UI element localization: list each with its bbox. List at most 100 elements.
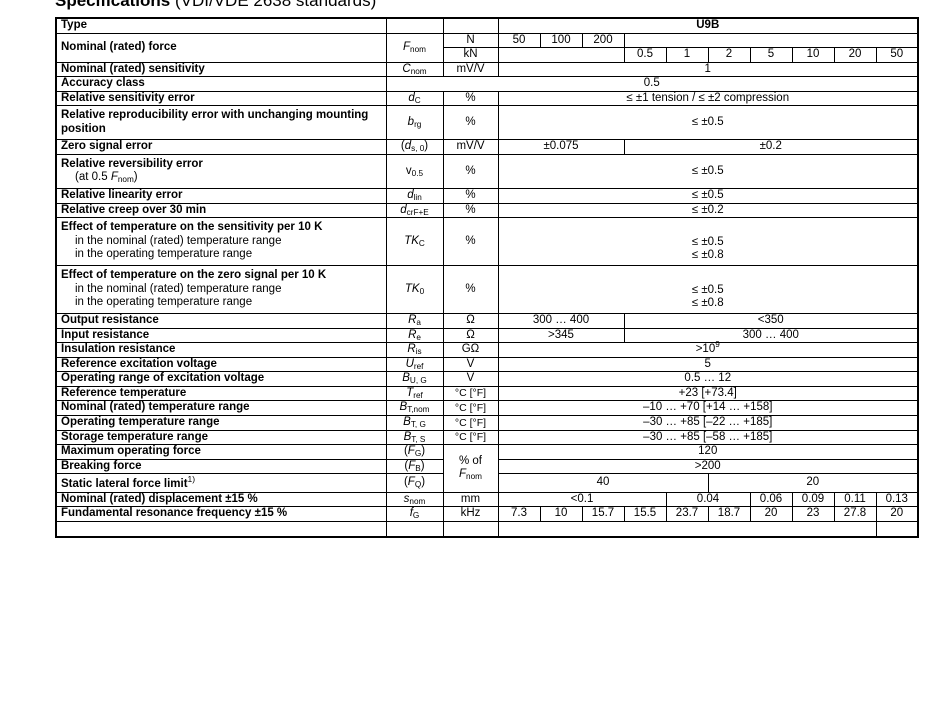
row-unit-percent-6: % — [442, 217, 499, 267]
row-unit-mvv: mV/V — [442, 61, 499, 78]
table-row-maximum-operating-force: Maximum operating force (FG) % of Fnom 1… — [55, 444, 919, 493]
value-reversibility-error: ≤ ±0.5 — [497, 153, 919, 189]
row-label-temp-effect-sensitivity: Effect of temperature on the sensitivity… — [55, 217, 387, 267]
tkc-line1: ≤ ±0.5 — [691, 235, 724, 248]
value-maximum-operating-force: 120 — [497, 444, 919, 460]
row-symbol-ra: Ra — [385, 313, 444, 329]
value-creep: ≤ ±0.2 — [497, 202, 919, 219]
row-symbol-snom: snom — [385, 491, 444, 508]
row-label-insulation-resistance: Insulation resistance — [55, 342, 387, 358]
row-symbol-bug: BU, G — [385, 371, 444, 387]
row-symbol-fnom: Fnom — [385, 32, 444, 63]
value-storage-temperature-range: –30 … +85 [–58 … +185] — [497, 429, 919, 446]
table-row-nominal-force-n: Nominal (rated) force Fnom N 50 100 200 — [55, 32, 919, 63]
value-force-n-empty — [623, 32, 919, 49]
row-symbol-fq: (FQ) — [385, 473, 444, 493]
row-label-resonance-frequency: Fundamental resonance frequency ±15 % — [55, 506, 387, 522]
value-operating-range-excitation: 0.5 … 12 — [497, 371, 919, 387]
row-label-accuracy-class: Accuracy class — [55, 76, 387, 92]
table-row-output-resistance: Output resistance Ra Ω 300 … 400 <350 — [55, 313, 919, 329]
type-unit-cell — [442, 17, 499, 34]
row-unit-khz: kHz — [442, 506, 499, 522]
value-force-kn-5: 20 — [833, 47, 877, 63]
tk0-line2: ≤ ±0.8 — [691, 297, 724, 310]
temp-sensitivity-title: Effect of temperature on the sensitivity… — [61, 221, 323, 234]
table-row-linearity-error: Relative linearity error dlin % ≤ ±0.5 — [55, 187, 919, 204]
table-row-reproducibility-error: Relative reproducibility error with unch… — [55, 105, 919, 141]
value-force-n-0: 50 — [497, 32, 541, 49]
value-force-kn-1: 1 — [665, 47, 709, 63]
value-displacement-5: 0.13 — [875, 491, 919, 508]
table-row-nominal-temperature-range: Nominal (rated) temperature range BT,nom… — [55, 400, 919, 416]
table-row-accuracy-class: Accuracy class 0.5 — [55, 76, 919, 92]
row-symbol-tref: Tref — [385, 385, 444, 402]
page-title: Specifications (VDI/VDE 2638 standards) — [55, 0, 376, 11]
value-frequency-6: 20 — [749, 506, 793, 522]
tkc-line2: ≤ ±0.8 — [691, 249, 724, 262]
value-input-resistance-right: 300 … 400 — [623, 327, 919, 344]
value-force-kn-empty — [497, 47, 625, 63]
footnote-marker: 1) — [187, 474, 196, 485]
table-row-nominal-force-kn: kN 0.5 1 2 5 10 20 50 — [56, 47, 919, 63]
value-displacement-1: 0.04 — [665, 491, 751, 508]
row-label-maximum-operating-force: Maximum operating force — [55, 444, 387, 460]
value-output-resistance-right: <350 — [623, 313, 919, 329]
row-label-input-resistance: Input resistance — [55, 327, 387, 344]
row-symbol-dlin: dlin — [385, 187, 444, 204]
row-label-reference-excitation-voltage: Reference excitation voltage — [55, 356, 387, 373]
table-row-nominal-sensitivity: Nominal (rated) sensitivity Cnom mV/V 1 — [55, 61, 919, 78]
value-reproducibility-error: ≤ ±0.5 — [497, 105, 919, 141]
row-unit-degc-4: °C [°F] — [442, 429, 499, 446]
value-force-kn-6: 50 — [875, 47, 919, 63]
row-symbol-fb: (FB) — [385, 458, 444, 475]
row-unit-mm: mm — [442, 491, 499, 508]
static-lateral-title: Static lateral force limit — [61, 478, 188, 491]
specifications-table-wrapper: Type U9B Nominal (rated) force Fnom N 50… — [55, 17, 920, 539]
value-nominal-sensitivity: 1 — [497, 61, 919, 78]
row-symbol-bts: BT, S — [385, 429, 444, 446]
clipped-value — [497, 520, 877, 538]
table-row-static-lateral-force-limit: Static lateral force limit1) (FQ) 40 20 — [55, 473, 919, 493]
page-title-sub: (VDI/VDE 2638 standards) — [170, 0, 377, 10]
value-zero-signal-right: ±0.2 — [623, 139, 919, 155]
row-symbol-dc: dC — [385, 90, 444, 107]
row-label-nominal-temperature-range: Nominal (rated) temperature range — [55, 400, 387, 416]
value-frequency-4: 23.7 — [665, 506, 709, 522]
row-label-relative-sensitivity-error: Relative sensitivity error — [55, 90, 387, 107]
row-label-output-resistance: Output resistance — [55, 313, 387, 329]
clipped-symbol — [385, 520, 444, 538]
table-row-operating-temperature-range: Operating temperature range BT, G °C [°F… — [55, 415, 919, 431]
row-unit-kn: kN — [442, 47, 499, 63]
row-symbol-brg: brg — [385, 105, 444, 141]
value-frequency-9: 20 — [875, 506, 919, 522]
reversibility-error-condition: (at 0.5 Fnom) — [75, 171, 138, 185]
row-label-reversibility-error: Relative reversibility error (at 0.5 Fno… — [55, 153, 387, 189]
row-symbol-tkc: TKC — [385, 217, 444, 267]
row-label-operating-range-excitation: Operating range of excitation voltage — [55, 371, 387, 387]
row-label-nominal-sensitivity: Nominal (rated) sensitivity — [55, 61, 387, 78]
clipped-label — [55, 520, 387, 538]
value-reference-excitation-voltage: 5 — [497, 356, 919, 373]
value-force-kn-0: 0.5 — [623, 47, 667, 63]
value-reference-temperature: +23 [+73.4] — [497, 385, 919, 402]
model-name: U9B — [497, 17, 919, 34]
temp-sensitivity-nominal-range: in the nominal (rated) temperature range — [75, 234, 282, 247]
row-unit-ohm-1: Ω — [442, 313, 499, 329]
value-accuracy-class: 0.5 — [385, 76, 919, 92]
row-unit-percent-3: % — [442, 153, 499, 189]
value-frequency-8: 27.8 — [833, 506, 877, 522]
value-operating-temperature-range: –30 … +85 [–22 … +185] — [497, 415, 919, 431]
row-label-nominal-force: Nominal (rated) force — [55, 32, 387, 63]
row-symbol-btg: BT, G — [385, 415, 444, 431]
row-symbol-fgres: fG — [385, 506, 444, 522]
value-insulation-resistance: >109 — [497, 340, 919, 358]
value-displacement-3: 0.09 — [791, 491, 835, 508]
row-unit-ohm-2: Ω — [442, 327, 499, 344]
table-row-nominal-displacement: Nominal (rated) displacement ±15 % snom … — [55, 491, 919, 508]
value-relative-sensitivity-error: ≤ ±1 tension / ≤ ±2 compression — [497, 90, 919, 107]
value-force-kn-3: 5 — [749, 47, 793, 63]
table-row-storage-temperature-range: Storage temperature range BT, S °C [°F] … — [55, 429, 919, 446]
row-symbol-cnom: Cnom — [385, 61, 444, 78]
specifications-table: Type U9B Nominal (rated) force Fnom N 50… — [55, 17, 920, 539]
